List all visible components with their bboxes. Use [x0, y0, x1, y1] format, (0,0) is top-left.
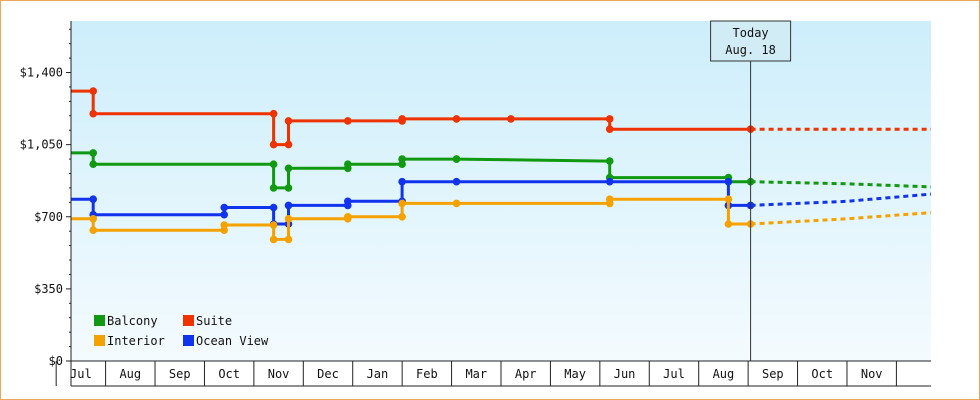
- series-suite: [71, 87, 931, 149]
- data-point: [605, 195, 614, 203]
- data-point: [284, 201, 293, 210]
- data-point: [284, 215, 293, 223]
- series-interior: [71, 195, 932, 244]
- legend-item-suite: Suite: [183, 314, 232, 328]
- data-point: [89, 195, 97, 203]
- x-tick-label: Dec: [317, 367, 339, 381]
- data-point: [724, 195, 733, 203]
- data-point: [89, 160, 97, 168]
- plot-background: [71, 21, 931, 361]
- data-point: [89, 109, 97, 118]
- data-point: [269, 140, 278, 149]
- legend-label: Ocean View: [196, 334, 269, 348]
- data-point: [605, 177, 614, 186]
- data-point: [344, 117, 352, 125]
- data-point: [89, 226, 97, 234]
- data-point: [220, 226, 228, 234]
- today-date: Aug. 18: [725, 43, 776, 57]
- legend-swatch: [183, 335, 194, 346]
- x-tick-label: May: [564, 367, 586, 381]
- data-point: [398, 199, 406, 208]
- data-point: [284, 184, 293, 192]
- data-point: [269, 109, 278, 118]
- data-point: [398, 177, 406, 186]
- data-point: [344, 197, 352, 206]
- data-point: [452, 199, 461, 208]
- data-point: [284, 164, 293, 173]
- x-tick-label: Nov: [861, 367, 883, 381]
- series-line: [71, 180, 751, 226]
- data-point: [284, 235, 293, 244]
- data-point: [89, 215, 97, 223]
- x-tick-label: Aug: [713, 367, 735, 381]
- legend-label: Balcony: [107, 314, 158, 328]
- data-point: [344, 160, 352, 168]
- legend-label: Interior: [107, 334, 165, 348]
- data-point: [269, 235, 278, 244]
- x-tick-label: Nov: [268, 367, 290, 381]
- y-tick-label: $1,050: [20, 138, 63, 152]
- legend-swatch: [94, 315, 105, 326]
- series-ocean-view: [71, 177, 932, 228]
- x-tick-label: Oct: [218, 367, 240, 381]
- x-tick-label: Jun: [614, 367, 636, 381]
- data-point: [220, 210, 228, 219]
- data-point: [344, 213, 352, 221]
- x-tick-label: Sep: [169, 367, 191, 381]
- x-tick-label: Sep: [762, 367, 784, 381]
- x-tick-label: Oct: [811, 367, 833, 381]
- data-point: [724, 177, 733, 186]
- data-point: [284, 140, 293, 149]
- data-point: [269, 221, 278, 229]
- data-point: [398, 115, 406, 123]
- x-tick-label: Jan: [367, 367, 389, 381]
- y-tick-label: $1,400: [20, 66, 63, 80]
- x-tick-label: Jul: [663, 367, 685, 381]
- data-point: [605, 157, 614, 165]
- data-point: [269, 203, 278, 212]
- data-point: [220, 221, 228, 229]
- data-point: [724, 220, 733, 228]
- data-point: [269, 160, 278, 168]
- data-point: [89, 149, 97, 157]
- x-tick-label: Apr: [515, 367, 537, 381]
- today-box: [710, 20, 792, 62]
- data-point: [452, 155, 461, 163]
- legend-item-interior: Interior: [94, 334, 165, 348]
- y-tick-label: $700: [34, 210, 63, 224]
- legend-item-balcony: Balcony: [94, 314, 158, 328]
- data-point: [284, 117, 293, 125]
- data-point: [220, 203, 228, 212]
- legend-swatch: [94, 335, 105, 346]
- today-label: Today: [733, 26, 769, 40]
- data-point: [398, 213, 406, 221]
- x-tick-label: Jul: [70, 367, 92, 381]
- y-tick-label: $350: [34, 282, 63, 296]
- data-point: [89, 87, 97, 95]
- data-point: [452, 177, 461, 186]
- data-point: [269, 184, 278, 192]
- x-tick-label: Feb: [416, 367, 438, 381]
- data-point: [605, 115, 614, 123]
- data-point: [452, 115, 461, 123]
- x-tick-label: Mar: [465, 367, 487, 381]
- data-point: [605, 125, 614, 133]
- legend-swatch: [183, 315, 194, 326]
- x-tick-label: Aug: [119, 367, 141, 381]
- data-point: [398, 155, 406, 163]
- legend-item-ocean-view: Ocean View: [183, 334, 269, 348]
- data-point: [507, 115, 515, 123]
- legend-label: Suite: [196, 314, 232, 328]
